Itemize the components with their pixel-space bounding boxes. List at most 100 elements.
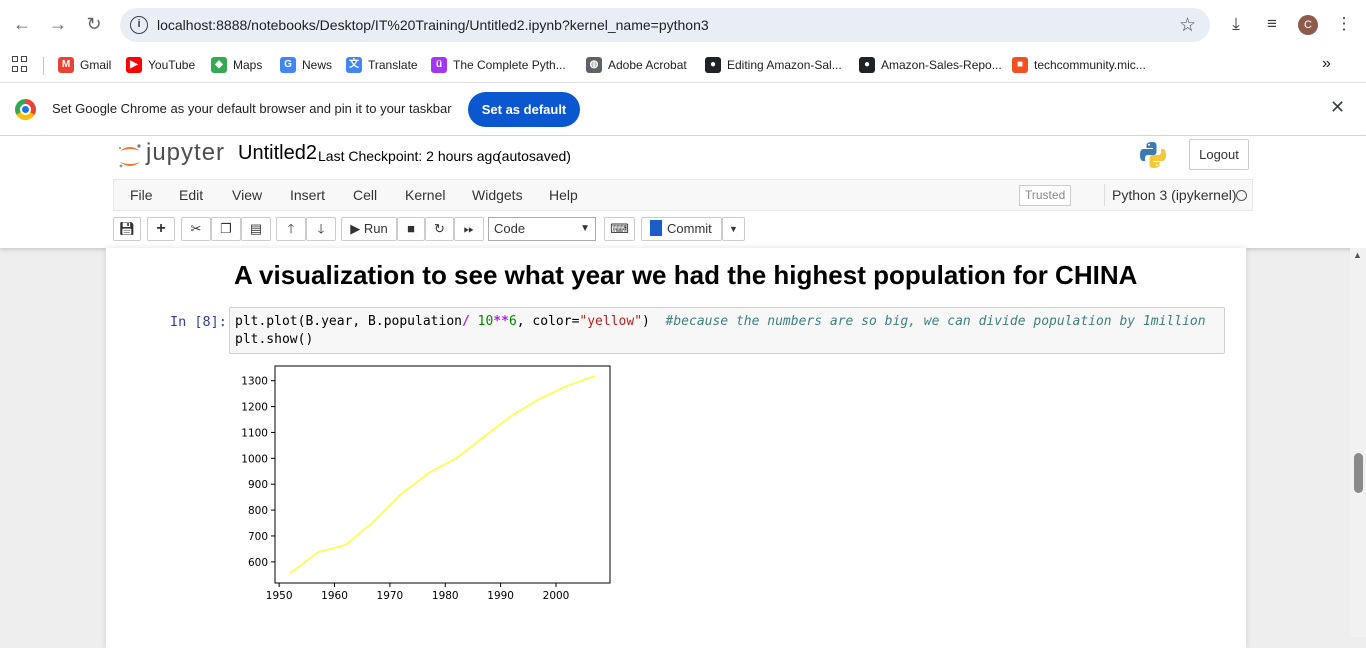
forward-arrow-icon[interactable]: → bbox=[49, 14, 67, 34]
more-bookmarks-chevron-icon[interactable]: » bbox=[1322, 55, 1331, 72]
address-bar[interactable]: i localhost:8888/notebooks/Desktop/IT%20… bbox=[120, 8, 1210, 42]
code-space bbox=[470, 314, 478, 329]
x-tick-label: 1960 bbox=[321, 590, 348, 602]
scroll-up-arrow-icon[interactable]: ▲ bbox=[1353, 250, 1362, 260]
media-control-icon[interactable]: ≡ bbox=[1267, 14, 1277, 33]
url-text[interactable]: localhost:8888/notebooks/Desktop/IT%20Tr… bbox=[157, 17, 709, 33]
bookmark-label: techcommunity.mic... bbox=[1034, 58, 1146, 72]
code-call: plt.plot(B.year, B.population bbox=[235, 314, 462, 329]
bookmark-item[interactable]: G News bbox=[280, 55, 332, 75]
y-tick-label: 900 bbox=[248, 479, 268, 491]
bookmark-label: Editing Amazon-Sal... bbox=[727, 58, 842, 72]
bookmark-item[interactable]: ● Editing Amazon-Sal... bbox=[705, 55, 842, 75]
cut-button[interactable]: ✂ bbox=[181, 217, 211, 241]
udemy-icon: ü bbox=[431, 57, 447, 73]
jupyter-logo-text[interactable]: jupyter bbox=[146, 139, 226, 166]
paste-button[interactable]: ▤ bbox=[241, 217, 271, 241]
cell-type-select[interactable]: Code ▼ bbox=[488, 217, 596, 241]
x-tick-label: 1950 bbox=[266, 590, 293, 602]
bookmark-item[interactable]: ● Amazon-Sales-Repo... bbox=[859, 55, 1002, 75]
insert-cell-button[interactable]: + bbox=[147, 217, 175, 241]
code-comment: #because the numbers are so big, we can … bbox=[665, 314, 1206, 329]
code-kwarg: , color= bbox=[516, 314, 580, 329]
bookmark-item[interactable]: 文 Translate bbox=[346, 55, 418, 75]
autosave-status: (autosaved) bbox=[497, 148, 571, 164]
save-button[interactable]: 💾︎ bbox=[113, 217, 141, 241]
scrollbar-thumb[interactable] bbox=[1354, 453, 1363, 493]
bookmark-item[interactable]: ■ techcommunity.mic... bbox=[1012, 55, 1146, 75]
more-menu-icon[interactable]: ⋮ bbox=[1335, 14, 1353, 33]
menubar: File Edit View Insert Cell Kernel Widget… bbox=[113, 179, 1253, 211]
default-browser-banner: Set Google Chrome as your default browse… bbox=[0, 83, 1366, 136]
commit-dropdown-icon[interactable]: ▼ bbox=[722, 217, 745, 241]
scrollbar-track[interactable] bbox=[1350, 248, 1366, 637]
bookmark-star-icon[interactable]: ☆ bbox=[1178, 15, 1196, 36]
restart-kernel-button[interactable]: ↻ bbox=[425, 217, 454, 241]
interrupt-button[interactable]: ■ bbox=[397, 217, 425, 241]
bookmark-item[interactable]: ▶ YouTube bbox=[126, 55, 195, 75]
logout-button[interactable]: Logout bbox=[1189, 139, 1249, 170]
notebook-name[interactable]: Untitled2 bbox=[238, 142, 317, 164]
translate-icon: 文 bbox=[346, 57, 362, 73]
move-down-button[interactable]: 🡓 bbox=[306, 217, 336, 241]
code-number: 10 bbox=[477, 314, 494, 329]
menu-insert[interactable]: Insert bbox=[290, 187, 326, 203]
bookmark-label: The Complete Pyth... bbox=[453, 58, 566, 72]
code-op-power: ** bbox=[493, 314, 509, 329]
bookmarks-bar: M Gmail ▶ YouTube ◆ Maps G News 文 Translate ü The C… bbox=[0, 48, 1366, 83]
x-tick-label: 1970 bbox=[377, 590, 404, 602]
kernel-name[interactable]: Python 3 (ipykernel) bbox=[1112, 187, 1237, 203]
x-tick-label: 2000 bbox=[543, 590, 570, 602]
trusted-badge[interactable]: Trusted bbox=[1019, 185, 1072, 206]
site-info-icon[interactable]: i bbox=[130, 16, 148, 34]
download-icon[interactable]: ⤓ bbox=[1232, 14, 1240, 33]
bookmark-label: Adobe Acrobat bbox=[608, 58, 687, 72]
markdown-heading: A visualization to see what year we had … bbox=[234, 260, 1138, 290]
series-line bbox=[289, 375, 596, 574]
command-palette-button[interactable]: ⌨ bbox=[604, 217, 635, 241]
population-line-chart: 600 700 800 900 1000 1100 1200 1300 1950 1960 197… bbox=[241, 365, 611, 602]
plot-frame bbox=[274, 365, 611, 584]
news-icon: G bbox=[280, 57, 296, 73]
set-default-button[interactable]: Set as default bbox=[468, 92, 580, 127]
menu-cell[interactable]: Cell bbox=[353, 187, 378, 203]
menu-view[interactable]: View bbox=[232, 187, 263, 203]
bookmark-item[interactable]: ◍ Adobe Acrobat bbox=[586, 55, 687, 75]
github-icon: ● bbox=[859, 57, 875, 73]
menu-file[interactable]: File bbox=[130, 187, 153, 203]
run-button[interactable]: ▶ Run bbox=[341, 217, 397, 241]
menu-widgets[interactable]: Widgets bbox=[472, 187, 523, 203]
play-icon: ▶ bbox=[350, 221, 361, 236]
x-tick-label: 1990 bbox=[487, 590, 514, 602]
profile-avatar[interactable]: C bbox=[1298, 15, 1318, 35]
jupyter-logo-icon[interactable] bbox=[116, 142, 144, 170]
bookmark-label: Maps bbox=[233, 58, 263, 72]
apps-grid-icon[interactable] bbox=[12, 56, 28, 72]
y-tick-label: 800 bbox=[248, 505, 268, 517]
input-prompt: In [8]: bbox=[170, 314, 227, 330]
reload-icon[interactable]: ↻ bbox=[86, 14, 102, 34]
restart-run-all-button[interactable]: ⏩︎ bbox=[454, 217, 484, 241]
bookmark-label: YouTube bbox=[148, 58, 196, 72]
bookmark-item[interactable]: ◆ Maps bbox=[211, 55, 262, 75]
menu-help[interactable]: Help bbox=[549, 187, 578, 203]
github-icon: ● bbox=[705, 57, 721, 73]
bookmark-label: Translate bbox=[368, 58, 418, 72]
back-arrow-icon[interactable]: ← bbox=[13, 14, 31, 34]
commit-button[interactable]: Commit bbox=[641, 217, 722, 241]
close-icon[interactable]: ✕ bbox=[1330, 97, 1346, 117]
y-tick-label: 1100 bbox=[241, 427, 268, 439]
copy-button[interactable]: ❐ bbox=[211, 217, 241, 241]
run-label: Run bbox=[363, 221, 388, 236]
commit-label: Commit bbox=[667, 221, 712, 236]
bookmark-item[interactable]: ü The Complete Pyth... bbox=[431, 55, 566, 75]
bookmarks-separator bbox=[43, 57, 44, 75]
bookmark-item[interactable]: M Gmail bbox=[58, 55, 111, 75]
commit-icon bbox=[650, 220, 662, 236]
menu-edit[interactable]: Edit bbox=[179, 187, 204, 203]
code-cell[interactable]: plt.plot(B.year, B.population/ 10**6, co… bbox=[229, 307, 1225, 354]
menu-kernel[interactable]: Kernel bbox=[405, 187, 446, 203]
globe-icon: ◍ bbox=[586, 57, 602, 73]
move-up-button[interactable]: 🡑 bbox=[276, 217, 306, 241]
maps-icon: ◆ bbox=[211, 57, 227, 73]
